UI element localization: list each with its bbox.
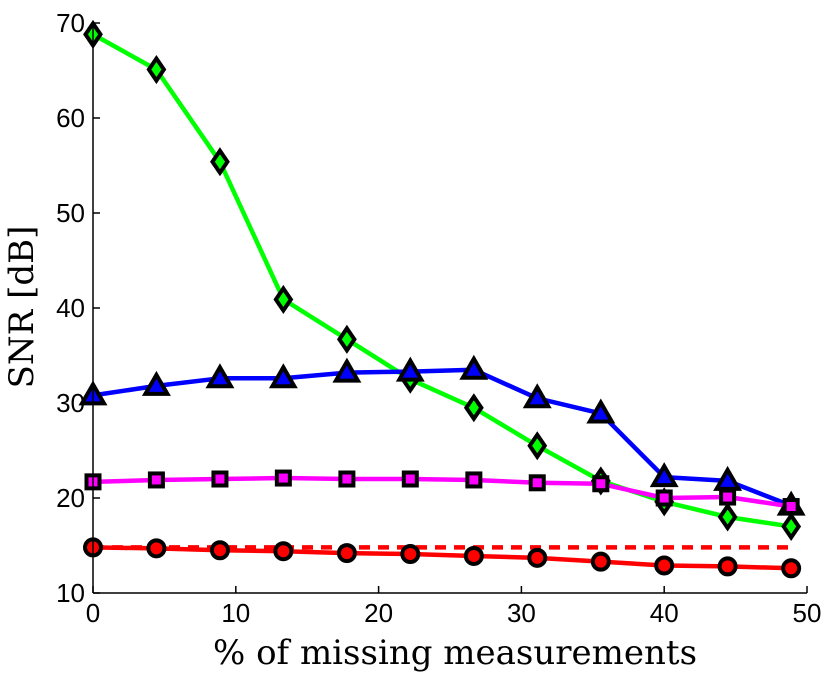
series-3-point (209, 540, 230, 561)
series-1-point (205, 363, 235, 389)
y-tick-label: 40 (56, 293, 85, 323)
series-2-point (465, 471, 483, 489)
axes (92, 22, 808, 594)
series-1-point (586, 398, 616, 424)
series-0-point (273, 284, 294, 315)
series-1-point (395, 356, 425, 382)
series-1-point (522, 383, 552, 409)
y-tick-label: 50 (56, 198, 85, 228)
series-2-point (655, 489, 673, 507)
series-0-point (336, 324, 357, 354)
series-1-line (92, 367, 792, 508)
series-3-point (717, 556, 738, 577)
series-2-point (719, 488, 737, 506)
x-tick-label: 30 (507, 598, 536, 628)
series-2-line (92, 475, 792, 509)
series-3-point (400, 544, 421, 565)
series-2-point (401, 470, 419, 488)
x-tick-label: 10 (221, 598, 250, 628)
y-tick-label: 10 (56, 578, 85, 608)
series-1-point (268, 363, 298, 389)
series-3-point (781, 558, 802, 579)
series-2-point (338, 470, 356, 488)
x-axis-label: % of missing measurements (213, 633, 697, 673)
x-tick-label: 20 (364, 598, 393, 628)
series-2-point (592, 475, 610, 493)
series-3-point (527, 547, 548, 568)
series-2-point (147, 471, 165, 489)
series-0-point (210, 147, 230, 177)
series-1-point (141, 370, 171, 396)
series-2-point (211, 470, 229, 488)
series-1-point (649, 462, 679, 488)
series-2-point (274, 469, 292, 487)
series-0-point (717, 502, 738, 532)
series-3-point (146, 538, 167, 559)
series-3-point (590, 551, 611, 572)
series-0-point (463, 393, 484, 423)
y-axis-label: SNR [dB] (2, 226, 42, 389)
series-0-line (91, 32, 792, 529)
series-3-point (654, 555, 675, 576)
series-0-point (781, 511, 802, 542)
series-2-point (528, 474, 546, 492)
y-tick-label: 20 (56, 483, 85, 513)
y-tick-label: 30 (56, 388, 85, 418)
x-tick-label: 50 (793, 598, 822, 628)
series-0-point (527, 431, 548, 461)
series-0-point (146, 54, 167, 85)
x-tick-label: 40 (650, 598, 679, 628)
series-2-point (782, 498, 800, 516)
y-tick-label: 70 (56, 8, 85, 38)
series-3-line (92, 545, 792, 571)
series-3-point (463, 545, 484, 566)
series-1-point (459, 354, 489, 380)
y-tick-label: 60 (56, 103, 85, 133)
series-3-point (336, 543, 357, 564)
x-tick-label: 0 (86, 598, 100, 628)
series-3-point (273, 541, 294, 562)
series-1-point (332, 357, 362, 383)
plot-area (78, 19, 806, 579)
series-1-point (713, 465, 743, 491)
